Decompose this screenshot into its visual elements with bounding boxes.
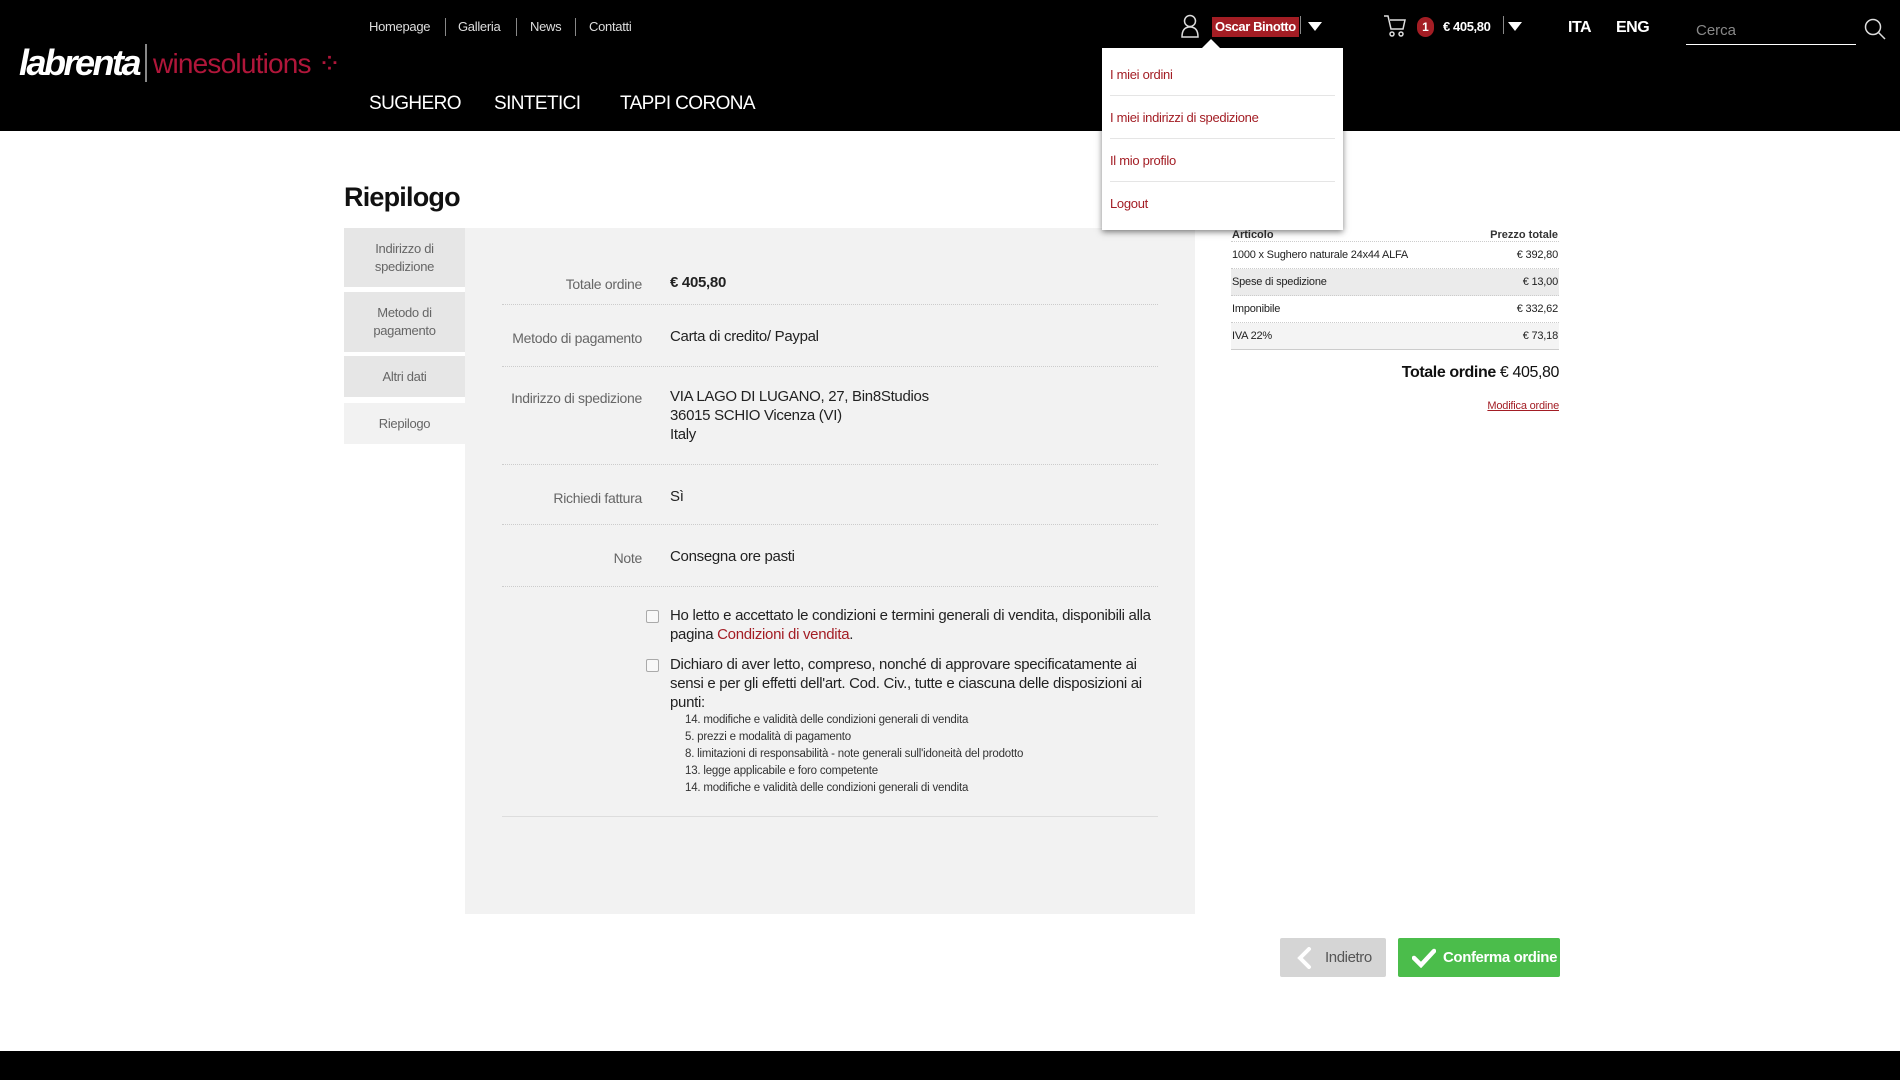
menu-item-my-profile[interactable]: Il mio profilo: [1110, 139, 1335, 182]
confirm-order-button[interactable]: Conferma ordine: [1398, 938, 1560, 977]
shipping-address-value: VIA LAGO DI LUGANO, 27, Bin8Studios 3601…: [670, 388, 929, 443]
cart-caret-icon[interactable]: [1508, 22, 1522, 31]
menu-item-my-orders[interactable]: I miei ordini: [1110, 53, 1335, 96]
cart-row: IVA 22% € 73,18: [1231, 323, 1559, 350]
clause-item: 5. prezzi e modalità di pagamento: [685, 731, 852, 743]
clause-item: 8. limitazioni di responsabilità - note …: [685, 748, 1024, 760]
back-button[interactable]: Indietro: [1280, 938, 1386, 977]
row-shipping-address: Indirizzo di spedizione VIA LAGO DI LUGA…: [502, 367, 1158, 465]
page-title: Riepilogo: [344, 182, 461, 212]
site-header: labrenta winesolutions ⁘ Homepage Galler…: [0, 0, 1900, 131]
clause-item: 13. legge applicabile e foro competente: [685, 765, 878, 777]
cart-summary: Articolo Prezzo totale 1000 x Sughero nat…: [1231, 228, 1559, 412]
lang-eng[interactable]: ENG: [1616, 19, 1650, 36]
logo-labrenta: labrenta: [19, 42, 142, 83]
approve-clauses-checkbox[interactable]: [646, 659, 659, 672]
cart-count-badge: 1: [1417, 17, 1434, 37]
user-name[interactable]: Oscar Binotto: [1212, 17, 1299, 37]
logo[interactable]: labrenta winesolutions ⁘: [19, 42, 341, 84]
checkmark-icon: [1412, 948, 1436, 968]
payment-method-label: Metodo di pagamento: [512, 330, 642, 346]
user-menu-caret-icon[interactable]: [1308, 22, 1322, 31]
clause-item: 14. modifiche e validità delle condizion…: [685, 714, 969, 726]
nav-sintetici[interactable]: SINTETICI: [494, 93, 581, 114]
notes-label: Note: [613, 550, 643, 566]
lang-ita[interactable]: ITA: [1568, 19, 1592, 36]
clauses-list: 14. modifiche e validità delle condizion…: [685, 712, 1023, 797]
accept-terms-checkbox[interactable]: [646, 610, 659, 623]
step-tab-other-data[interactable]: Altri dati: [344, 356, 465, 397]
logo-winesolutions: winesolutions ⁘: [153, 47, 341, 79]
cart-total[interactable]: € 405,80: [1443, 19, 1491, 34]
order-total-label: Totale ordine: [565, 276, 643, 292]
order-total-value: € 405,80: [670, 274, 726, 291]
nav-sughero[interactable]: SUGHERO: [369, 93, 461, 114]
step-tab-summary[interactable]: Riepilogo: [344, 403, 465, 444]
site-footer: [0, 1051, 1900, 1080]
user-icon[interactable]: [1180, 14, 1200, 38]
row-payment-method: Metodo di pagamento Carta di credito/ Pa…: [502, 305, 1158, 367]
cart-table-header: Articolo Prezzo totale: [1231, 229, 1559, 242]
edit-order-link[interactable]: Modifica ordine: [1487, 400, 1559, 412]
sales-conditions-link[interactable]: Condizioni di vendita: [717, 626, 850, 643]
invoice-label: Richiedi fattura: [553, 490, 642, 506]
user-menu-dropdown: I miei ordini I miei indirizzi di spediz…: [1102, 39, 1343, 230]
cart-row: Spese di spedizione € 13,00: [1231, 269, 1559, 296]
shipping-address-label: Indirizzo di spedizione: [511, 390, 642, 406]
payment-method-value: Carta di credito/ Paypal: [670, 328, 819, 345]
summary-panel: Totale ordine € 405,80 Metodo di pagamen…: [465, 228, 1195, 914]
menu-item-my-addresses[interactable]: I miei indirizzi di spedizione: [1110, 96, 1335, 139]
terms-section: [502, 587, 1158, 817]
nav-galleria[interactable]: Galleria: [458, 19, 501, 34]
notes-value: Consegna ore pasti: [670, 548, 795, 565]
chevron-left-icon: [1297, 947, 1311, 969]
search-icon[interactable]: [1864, 18, 1886, 40]
nav-homepage[interactable]: Homepage: [369, 19, 431, 34]
step-tab-payment-method[interactable]: Metodo di pagamento: [344, 292, 465, 352]
nav-news[interactable]: News: [530, 19, 562, 34]
menu-item-logout[interactable]: Logout: [1110, 196, 1148, 211]
invoice-value: Sì: [670, 488, 684, 505]
approve-clauses-text: Dichiaro di aver letto, compreso, nonché…: [670, 656, 1142, 711]
row-invoice: Richiedi fattura Sì: [502, 465, 1158, 525]
step-tab-shipping-address[interactable]: Indirizzo di spedizione: [344, 228, 465, 287]
cart-grand-total: Totale ordine € 405,80: [1401, 364, 1560, 381]
search-input[interactable]: [1686, 17, 1856, 45]
cart-row: 1000 x Sughero naturale 24x44 ALFA € 392,…: [1231, 242, 1559, 269]
nav-contatti[interactable]: Contatti: [589, 19, 632, 34]
clause-item: 14. modifiche e validità delle condizion…: [685, 782, 969, 794]
row-order-total: Totale ordine € 405,80: [502, 258, 1158, 305]
cart-row: Imponibile € 332,62: [1231, 296, 1559, 323]
nav-tappi-corona[interactable]: TAPPI CORONA: [620, 93, 756, 114]
accept-terms-text: Ho letto e accettato le condizioni e ter…: [670, 607, 1151, 643]
row-notes: Note Consegna ore pasti: [502, 525, 1158, 587]
cart-icon[interactable]: [1383, 14, 1407, 38]
